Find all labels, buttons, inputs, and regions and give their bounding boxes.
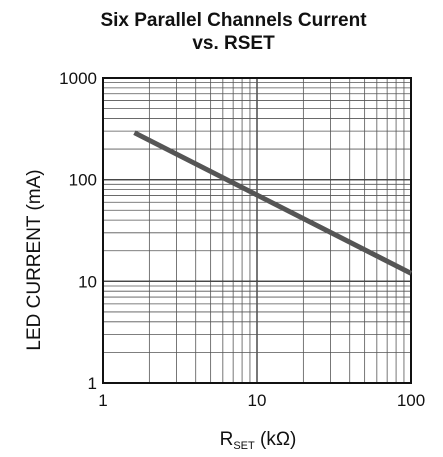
y-tick-label: 1000 <box>59 69 97 88</box>
x-axis-label-main: R <box>220 429 234 450</box>
x-axis-label: RSET (kΩ) <box>220 429 297 452</box>
y-tick-label: 10 <box>78 272 97 291</box>
chart-title: Six Parallel Channels Current <box>100 10 367 31</box>
x-tick-label: 1 <box>98 391 107 410</box>
y-tick-label: 100 <box>69 171 97 190</box>
x-axis-label-sub: SET <box>233 440 255 452</box>
series-layer <box>133 130 413 276</box>
chart-subtitle: vs. RSET <box>192 33 275 54</box>
x-tick-labels: 1 10 100 <box>98 391 425 410</box>
x-tick-label: 10 <box>248 391 267 410</box>
plot-frame <box>102 77 412 384</box>
y-tick-label: 1 <box>88 374 97 393</box>
y-axis-label: LED CURRENT (mA) <box>24 169 45 350</box>
grid-lines <box>103 78 411 383</box>
x-axis-label-rest: (kΩ) <box>255 429 297 450</box>
x-tick-label: 100 <box>397 391 425 410</box>
y-tick-labels: 1 10 100 1000 <box>59 69 97 393</box>
series-line <box>133 130 413 276</box>
